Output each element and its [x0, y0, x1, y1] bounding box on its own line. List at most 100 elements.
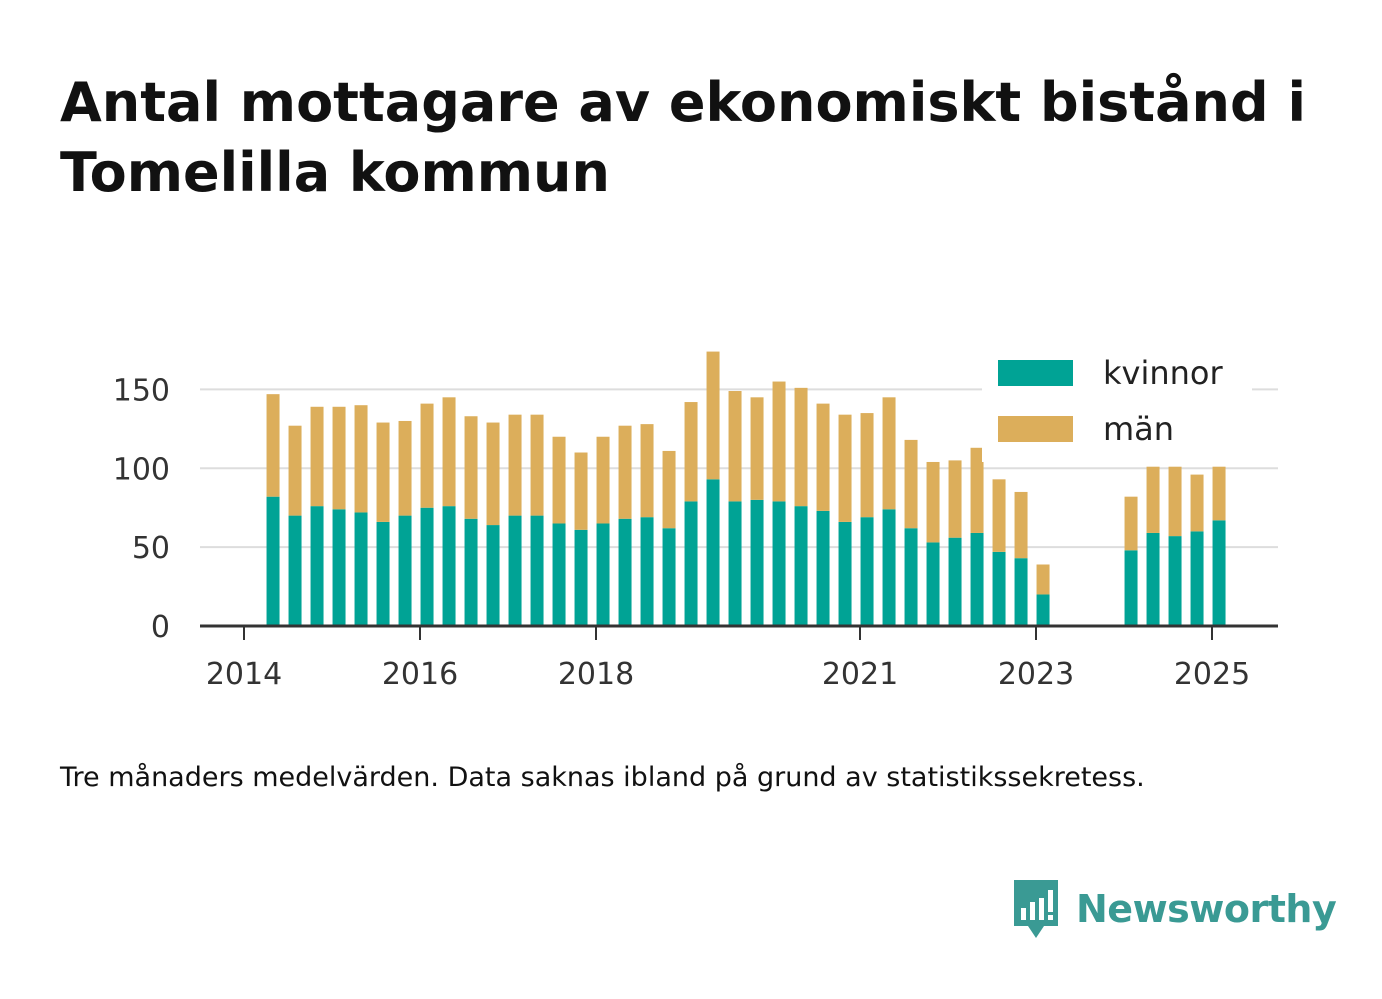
bar-man: [838, 414, 852, 522]
bar-man: [926, 461, 940, 543]
bar-man: [970, 447, 984, 533]
bar-kvinnor: [530, 515, 544, 626]
bar-kvinnor: [970, 532, 984, 626]
bar-kvinnor: [640, 517, 654, 626]
bar-kvinnor: [464, 518, 478, 626]
bar-man: [904, 439, 918, 529]
bar-man: [310, 406, 324, 507]
bar-kvinnor: [1168, 536, 1182, 626]
bar-kvinnor: [860, 517, 874, 626]
bar-man: [376, 422, 390, 522]
bar-kvinnor: [376, 521, 390, 626]
bar-man: [706, 351, 720, 480]
newsworthy-logo-icon: [1014, 880, 1058, 938]
bar-kvinnor: [574, 529, 588, 626]
bar-kvinnor: [1014, 558, 1028, 626]
bars: [266, 351, 1226, 626]
bar-man: [288, 425, 302, 516]
bar-man: [442, 397, 456, 507]
bar-kvinnor: [508, 515, 522, 626]
bar-man: [1190, 474, 1204, 532]
bar-man: [860, 413, 874, 518]
bar-kvinnor: [816, 510, 830, 626]
bar-kvinnor: [992, 551, 1006, 626]
x-tick-label: 2023: [998, 657, 1074, 692]
bar-kvinnor: [552, 523, 566, 626]
bar-kvinnor: [420, 507, 434, 626]
bar-kvinnor: [442, 506, 456, 626]
bar-man: [1212, 466, 1226, 521]
bar-man: [552, 436, 566, 524]
bar-man: [508, 414, 522, 516]
bar-man: [772, 381, 786, 502]
bar-kvinnor: [882, 509, 896, 626]
bar-man: [640, 424, 654, 518]
bar-man: [1014, 491, 1028, 559]
y-tick-label: 150: [113, 373, 170, 408]
bar-man: [816, 403, 830, 511]
bar-kvinnor: [1036, 594, 1050, 626]
bar-man: [1168, 466, 1182, 537]
bar-kvinnor: [728, 501, 742, 626]
chart-caption: Tre månaders medelvärden. Data saknas ib…: [60, 762, 1145, 793]
bar-kvinnor: [486, 525, 500, 626]
bar-kvinnor: [904, 528, 918, 626]
bar-kvinnor: [772, 501, 786, 626]
x-tick-label: 2014: [206, 657, 282, 692]
bar-kvinnor: [662, 528, 676, 626]
legend-label: män: [1103, 410, 1174, 448]
bar-kvinnor: [948, 537, 962, 626]
bar-man: [530, 414, 544, 516]
bar-kvinnor: [596, 523, 610, 626]
bar-kvinnor: [926, 542, 940, 626]
bar-kvinnor: [618, 518, 632, 626]
bar-kvinnor: [1190, 531, 1204, 626]
y-tick-label: 100: [113, 452, 170, 487]
y-tick-label: 50: [132, 531, 170, 566]
bar-kvinnor: [288, 515, 302, 626]
newsworthy-logo[interactable]: Newsworthy: [1010, 878, 1337, 940]
bar-kvinnor: [794, 506, 808, 626]
bar-man: [266, 394, 280, 497]
bar-man: [398, 420, 412, 516]
x-tick-label: 2016: [382, 657, 458, 692]
bar-kvinnor: [684, 501, 698, 626]
bar-chart: 0 50 100 150 2014 2016 2018 2021 2023 2025 kvinn…: [113, 350, 1278, 692]
bar-kvinnor: [354, 512, 368, 626]
bar-man: [464, 416, 478, 519]
bar-man: [750, 397, 764, 500]
bar-man: [948, 460, 962, 538]
legend: kvinnor män: [982, 350, 1252, 462]
bar-man: [596, 436, 610, 524]
bar-man: [728, 391, 742, 502]
y-axis-ticks: 0 50 100 150: [113, 373, 170, 645]
x-tick-label: 2021: [822, 657, 898, 692]
bar-kvinnor: [310, 506, 324, 626]
x-axis: 2014 2016 2018 2021 2023 2025: [200, 624, 1278, 692]
y-tick-label: 0: [151, 610, 170, 645]
bar-kvinnor: [706, 479, 720, 626]
brand-name: Newsworthy: [1076, 887, 1337, 931]
x-tick-label: 2025: [1174, 657, 1250, 692]
bar-kvinnor: [750, 499, 764, 626]
bar-man: [1146, 466, 1160, 533]
bar-man: [684, 402, 698, 502]
bar-man: [332, 406, 346, 510]
bar-man: [662, 450, 676, 529]
legend-swatch: [998, 360, 1073, 386]
bar-man: [574, 452, 588, 530]
x-tick-label: 2018: [558, 657, 634, 692]
chart-title: Antal mottagare av ekonomiskt bistånd i …: [60, 71, 1306, 204]
bar-man: [992, 479, 1006, 552]
bar-man: [420, 403, 434, 508]
bar-man: [794, 387, 808, 507]
bar-kvinnor: [266, 496, 280, 626]
bar-kvinnor: [1212, 520, 1226, 626]
bar-man: [618, 425, 632, 519]
bar-man: [1124, 496, 1138, 551]
bar-man: [1036, 564, 1050, 595]
bar-kvinnor: [1124, 550, 1138, 626]
bar-kvinnor: [398, 515, 412, 626]
bar-man: [882, 397, 896, 510]
bar-kvinnor: [1146, 532, 1160, 626]
